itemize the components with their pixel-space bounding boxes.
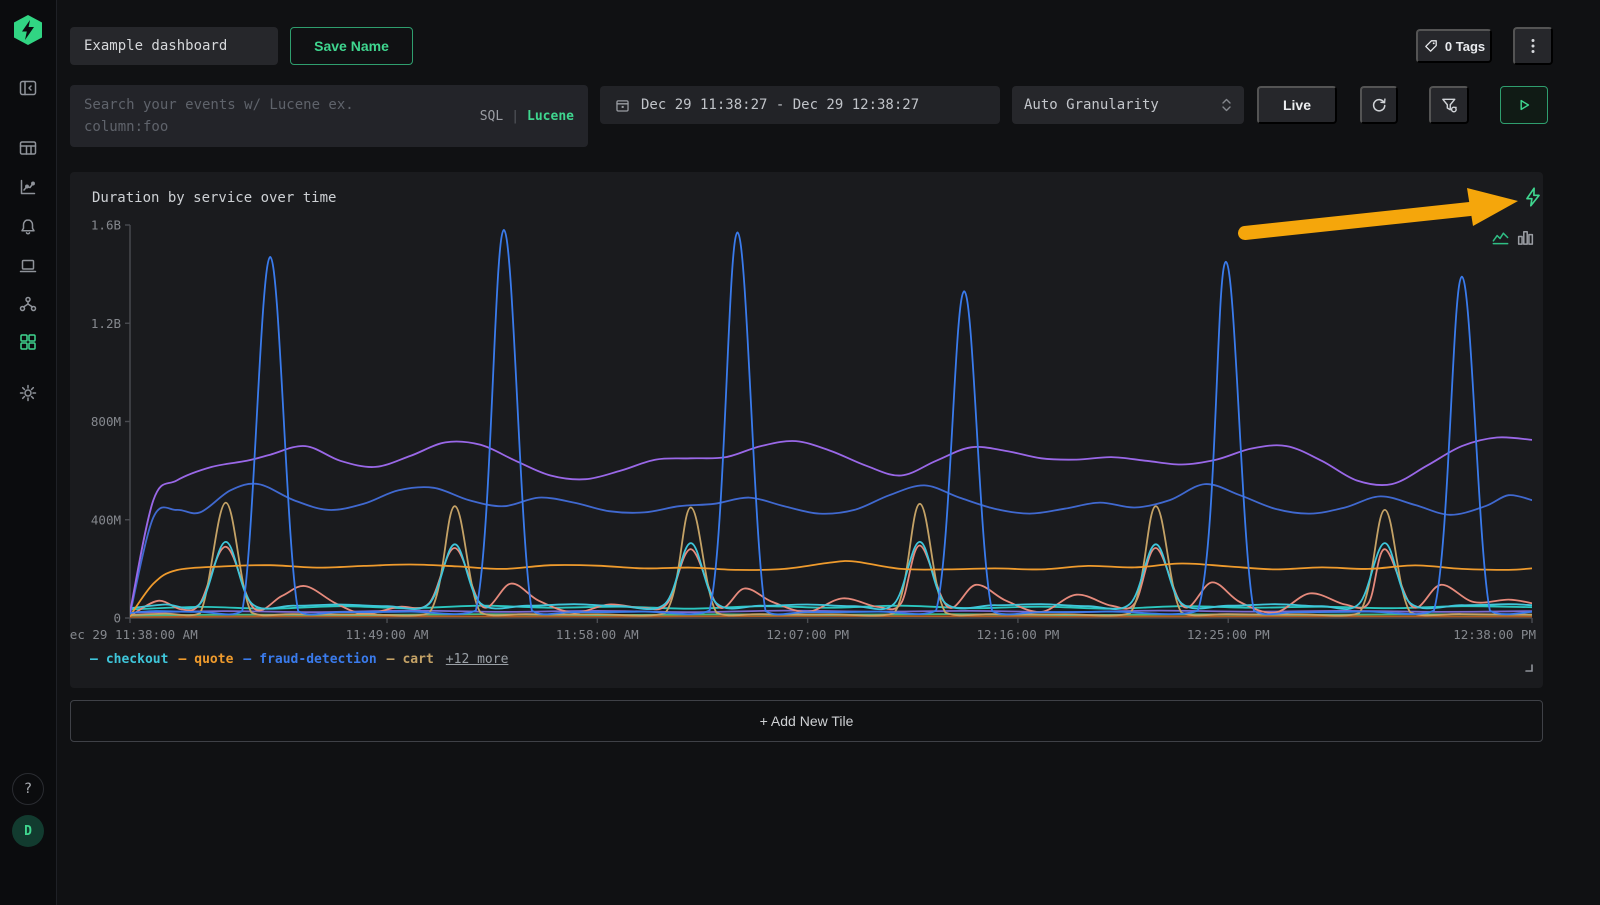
play-icon: [1516, 97, 1532, 113]
add-new-tile-button[interactable]: + Add New Tile: [70, 700, 1543, 742]
app-logo-icon[interactable]: [11, 13, 45, 51]
refresh-icon: [1370, 96, 1388, 114]
series-other-purple: [130, 437, 1532, 612]
legend-dash: —: [387, 652, 395, 667]
time-range-value: Dec 29 11:38:27 - Dec 29 12:38:27: [641, 97, 919, 113]
svg-text:800M: 800M: [91, 414, 121, 429]
tile-resize-handle[interactable]: [1522, 658, 1534, 670]
series-other-orange: [130, 616, 1532, 617]
filter-edit-button[interactable]: [1429, 86, 1469, 124]
svg-text:1.2B: 1.2B: [91, 316, 121, 331]
help-button[interactable]: ?: [12, 773, 44, 805]
svg-text:12:38:00 PM: 12:38:00 PM: [1453, 627, 1536, 642]
search-placeholder: Search your events w/ Lucene ex. column:…: [84, 94, 354, 138]
legend-item-quote[interactable]: — quote: [178, 652, 233, 667]
legend-more-link[interactable]: +12 more: [446, 652, 509, 667]
filter-icon: [1440, 96, 1459, 115]
user-avatar[interactable]: D: [12, 815, 44, 847]
search-input[interactable]: Search your events w/ Lucene ex. column:…: [70, 85, 588, 147]
legend-item-cart[interactable]: — cart: [387, 652, 434, 667]
legend-dash: —: [178, 652, 186, 667]
legend-label: cart: [402, 652, 433, 667]
dashboard-name-value: Example dashboard: [84, 38, 227, 54]
services-graph-icon[interactable]: [14, 290, 42, 318]
time-range-picker[interactable]: Dec 29 11:38:27 - Dec 29 12:38:27: [600, 86, 1000, 124]
tag-icon: [1423, 38, 1439, 54]
chart-legend: — checkout — quote — fraud-detection — cart +12 …: [90, 652, 508, 667]
kebab-icon: [1525, 37, 1541, 55]
chevron-up-down-icon: [1221, 97, 1232, 113]
search-explorer-icon[interactable]: [14, 134, 42, 162]
avatar-label: D: [24, 824, 32, 839]
dashboards-grid-icon[interactable]: [14, 328, 42, 356]
series-cart: [130, 503, 1532, 616]
svg-text:Dec 29 11:38:00 AM: Dec 29 11:38:00 AM: [70, 627, 198, 642]
granularity-value: Auto Granularity: [1024, 97, 1159, 113]
dashboard-name-input[interactable]: Example dashboard: [70, 27, 278, 65]
legend-item-checkout[interactable]: — checkout: [90, 652, 168, 667]
add-new-tile-label: + Add New Tile: [760, 713, 854, 729]
run-query-button[interactable]: [1500, 86, 1548, 124]
tags-label: 0 Tags: [1445, 39, 1485, 54]
legend-label: checkout: [106, 652, 169, 667]
query-language-toggle: SQL | Lucene: [480, 85, 574, 147]
legend-dash: —: [90, 652, 98, 667]
svg-text:400M: 400M: [91, 512, 121, 527]
svg-text:1.6B: 1.6B: [91, 218, 121, 233]
legend-label: quote: [194, 652, 233, 667]
series-fraud-detection: [130, 230, 1532, 615]
svg-text:12:16:00 PM: 12:16:00 PM: [977, 627, 1060, 642]
settings-gear-icon[interactable]: [14, 379, 42, 407]
save-name-button[interactable]: Save Name: [290, 27, 413, 65]
chart-explorer-icon[interactable]: [14, 173, 42, 201]
alerts-bell-icon[interactable]: [14, 213, 42, 241]
collapse-panel-icon[interactable]: [14, 74, 42, 102]
dashboard-tile: Duration by service over time 0400M800M1…: [70, 172, 1543, 688]
language-option-sql[interactable]: SQL: [480, 109, 503, 124]
more-menu-button[interactable]: [1513, 27, 1553, 65]
legend-dash: —: [243, 652, 251, 667]
live-label: Live: [1283, 97, 1311, 113]
save-name-label: Save Name: [314, 38, 389, 54]
help-label: ?: [24, 781, 32, 797]
sidebar: ? D: [0, 0, 57, 905]
svg-text:0: 0: [113, 611, 121, 626]
granularity-select[interactable]: Auto Granularity: [1012, 86, 1244, 124]
language-divider: |: [511, 109, 519, 124]
svg-text:11:49:00 AM: 11:49:00 AM: [346, 627, 429, 642]
svg-text:11:58:00 AM: 11:58:00 AM: [556, 627, 639, 642]
live-button[interactable]: Live: [1257, 86, 1337, 124]
calendar-icon: [614, 97, 631, 114]
refresh-button[interactable]: [1360, 86, 1398, 124]
legend-item-fraud-detection[interactable]: — fraud-detection: [243, 652, 376, 667]
legend-label: fraud-detection: [259, 652, 376, 667]
tags-button[interactable]: 0 Tags: [1416, 29, 1492, 63]
language-option-lucene[interactable]: Lucene: [527, 109, 574, 124]
svg-text:12:07:00 PM: 12:07:00 PM: [766, 627, 849, 642]
duration-chart-plot[interactable]: 0 400M 800M 1.2B 1.6B Dec 29 11:38:00 AM 11:49…: [70, 172, 1543, 688]
series-checkout: [130, 542, 1532, 609]
svg-text:12:25:00 PM: 12:25:00 PM: [1187, 627, 1270, 642]
client-sessions-icon[interactable]: [14, 252, 42, 280]
